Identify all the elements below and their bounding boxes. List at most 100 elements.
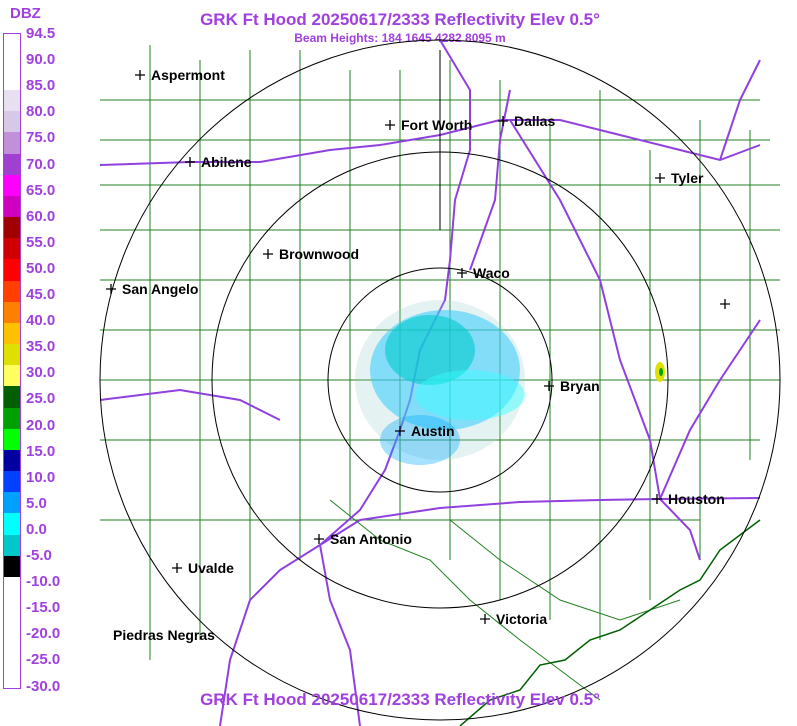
city-markers: Aspermont Fort Worth Dallas Abilene Tyler Bro…: [106, 67, 730, 643]
legend-color-band: [4, 386, 20, 409]
city-cross-icon: [655, 173, 665, 183]
legend-color-band: [4, 428, 20, 451]
legend-tick-label: 0.0: [26, 520, 47, 538]
legend-color-band: [4, 238, 20, 260]
legend-color-band: [4, 471, 20, 493]
legend-color-band: [4, 132, 20, 155]
city-cross-icon: [544, 381, 554, 391]
city-marker: Victoria: [480, 611, 547, 627]
legend-tick-label: 15.0: [26, 442, 56, 460]
legend-color-band: [4, 513, 20, 536]
legend-tick-label: 70.0: [26, 155, 56, 173]
legend-tick-label: 80.0: [26, 103, 56, 121]
range-rings: [99, 39, 781, 721]
legend-color-band: [4, 195, 20, 218]
city-label: Victoria: [496, 611, 547, 627]
legend-tick-label: 20.0: [26, 416, 56, 434]
legend-color-band: [4, 322, 20, 345]
city-marker: Uvalde: [172, 560, 234, 576]
city-cross-icon: [652, 494, 662, 504]
city-cross-icon: [385, 120, 395, 130]
legend-unit-label: DBZ: [10, 5, 41, 22]
legend-tick-label: 35.0: [26, 338, 56, 356]
legend-tick-label: -25.0: [26, 651, 61, 669]
city-marker: Fort Worth: [385, 117, 472, 133]
city-marker: Houston: [652, 491, 725, 507]
reflectivity-echoes: [355, 300, 665, 465]
legend-color-band: [4, 449, 20, 472]
legend-color-band: [4, 555, 20, 578]
city-marker: Aspermont: [135, 67, 225, 83]
city-cross-icon: [314, 534, 324, 544]
city-cross-icon: [135, 70, 145, 80]
legend-tick-label: 50.0: [26, 259, 56, 277]
legend-tick-label: 94.5: [26, 25, 56, 42]
city-label: San Angelo: [122, 281, 199, 297]
city-marker: San Antonio: [314, 531, 412, 547]
legend-tick-label: -30.0: [26, 677, 61, 695]
beam-heights-subtitle: Beam Heights: 184 1645 4282 8095 m: [294, 31, 506, 45]
map-title: GRK Ft Hood 20250617/2333 Reflectivity E…: [200, 10, 600, 29]
legend-color-band: [4, 365, 20, 387]
city-cross-icon: [185, 157, 195, 167]
legend-color-band: [4, 534, 20, 557]
city-marker: Austin: [395, 423, 455, 439]
city-label: Bryan: [560, 378, 600, 394]
legend-tick-label: -15.0: [26, 599, 61, 617]
legend-tick-label: 75.0: [26, 129, 56, 147]
legend-tick-label: 5.0: [26, 494, 47, 512]
legend-color-band: [4, 344, 20, 366]
city-label: Austin: [411, 423, 455, 439]
city-cross-icon: [498, 116, 508, 126]
city-cross-icon: [395, 426, 405, 436]
legend-color-band: [4, 301, 20, 324]
city-marker: Bryan: [544, 378, 600, 394]
legend-tick-label: 60.0: [26, 207, 56, 225]
city-label: Dallas: [514, 113, 555, 129]
legend-color-band: [4, 259, 20, 282]
legend-tick-label: 25.0: [26, 390, 56, 408]
map-footer-title: GRK Ft Hood 20250617/2333 Reflectivity E…: [200, 690, 600, 709]
city-marker: San Angelo: [106, 281, 199, 297]
legend-tick-label: 10.0: [26, 468, 56, 486]
city-cross-icon: [263, 249, 273, 259]
legend-color-band: [4, 492, 20, 514]
legend-color-band: [4, 174, 20, 197]
legend-color-band: [4, 280, 20, 303]
city-marker: Brownwood: [263, 246, 359, 262]
city-label: Uvalde: [188, 560, 234, 576]
legend-tick-label: -5.0: [26, 547, 52, 564]
legend-tick-label: -10.0: [26, 573, 61, 591]
city-label: Waco: [473, 265, 510, 281]
city-marker: Piedras Negras: [113, 627, 215, 643]
city-label: Fort Worth: [401, 117, 472, 133]
legend-tick-label: 90.0: [26, 51, 56, 69]
city-label: Houston: [668, 491, 725, 507]
city-marker: Abilene: [185, 154, 252, 170]
legend-color-band: [4, 407, 20, 430]
legend-tick-label: 55.0: [26, 233, 56, 251]
city-label: Tyler: [671, 170, 704, 186]
legend-color-band: [4, 153, 20, 176]
legend-color-band: [4, 217, 20, 239]
legend-tick-label: 65.0: [26, 181, 56, 199]
county-boundaries: [100, 45, 780, 701]
city-cross-icon: [106, 284, 116, 294]
legend-color-band: [4, 111, 20, 133]
city-label: Brownwood: [279, 246, 359, 262]
legend-tick-label: -20.0: [26, 625, 61, 643]
legend-color-band: [4, 90, 20, 112]
legend-tick-label: 85.0: [26, 77, 56, 95]
city-marker: Tyler: [655, 170, 704, 186]
city-label: Abilene: [201, 154, 252, 170]
legend-tick-label: 45.0: [26, 286, 56, 303]
city-marker: Waco: [457, 265, 510, 281]
city-label: Aspermont: [151, 67, 225, 83]
city-cross-icon: [172, 563, 182, 573]
city-label: San Antonio: [330, 531, 412, 547]
city-label: Piedras Negras: [113, 627, 215, 643]
legend-tick-label: 30.0: [26, 364, 56, 382]
color-scale-bar: [3, 33, 21, 689]
city-cross-icon: [457, 268, 467, 278]
